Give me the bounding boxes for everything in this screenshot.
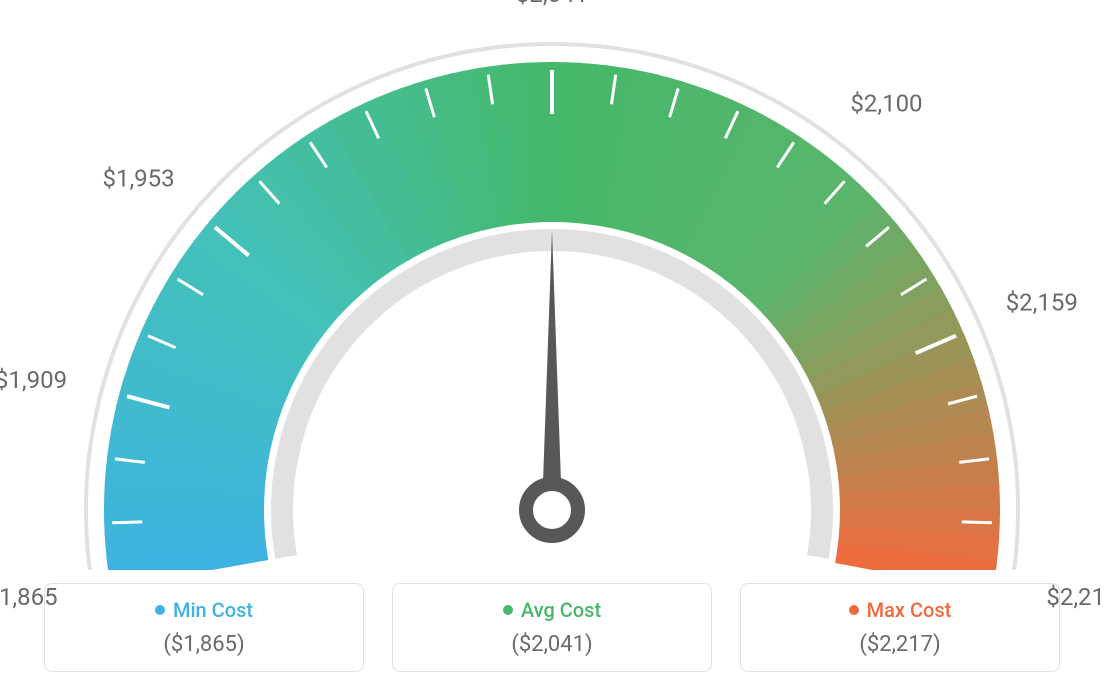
dot-avg-icon: [503, 605, 513, 615]
legend-value-avg: ($2,041): [393, 632, 711, 657]
legend-title-min: Min Cost: [155, 598, 253, 622]
dot-max-icon: [849, 605, 859, 615]
legend-card-avg: Avg Cost ($2,041): [392, 583, 712, 672]
legend-label-avg: Avg Cost: [521, 598, 601, 622]
gauge-tick-label: $2,100: [850, 89, 922, 117]
gauge-tick-label: $1,953: [102, 165, 174, 193]
legend-row: Min Cost ($1,865) Avg Cost ($2,041) Max …: [0, 583, 1104, 672]
legend-title-max: Max Cost: [849, 598, 952, 622]
gauge-chart: $1,865$1,909$1,953$2,041$2,100$2,159$2,2…: [0, 0, 1104, 570]
legend-card-max: Max Cost ($2,217): [740, 583, 1060, 672]
legend-title-avg: Avg Cost: [503, 598, 601, 622]
legend-card-min: Min Cost ($1,865): [44, 583, 364, 672]
gauge-tick-label: $2,159: [1006, 289, 1078, 317]
gauge-svg: [0, 0, 1104, 570]
legend-label-max: Max Cost: [867, 598, 952, 622]
dot-min-icon: [155, 605, 165, 615]
legend-value-min: ($1,865): [45, 632, 363, 657]
legend-value-max: ($2,217): [741, 632, 1059, 657]
gauge-tick-label: $2,041: [516, 0, 588, 8]
gauge-tick-label: $1,909: [0, 366, 67, 394]
legend-label-min: Min Cost: [173, 598, 253, 622]
